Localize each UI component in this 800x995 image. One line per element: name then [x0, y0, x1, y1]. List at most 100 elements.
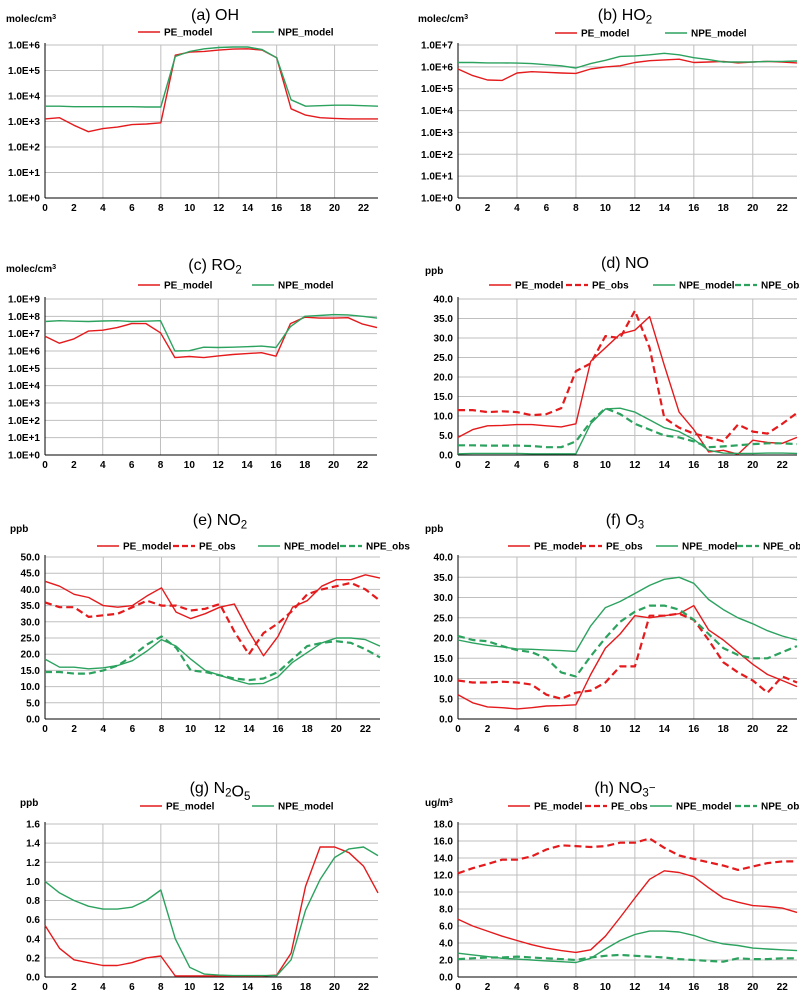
x-tick-label: 12 [213, 203, 225, 214]
x-tick-label: 18 [718, 982, 730, 993]
x-tick-label: 2 [71, 724, 77, 735]
y-tick-label: 20.0 [434, 634, 454, 645]
x-tick-label: 6 [544, 724, 550, 735]
x-tick-label: 20 [329, 982, 341, 993]
x-tick-label: 10 [600, 982, 612, 993]
y-tick-label: 10.0 [434, 888, 454, 899]
y-tick-label: 5.0 [439, 694, 453, 705]
x-tick-label: 20 [747, 203, 759, 214]
x-tick-label: 10 [184, 203, 196, 214]
x-tick-label: 6 [130, 724, 136, 735]
series-line-pe-model [457, 604, 798, 710]
y-tick-label: 1.0E+8 [8, 312, 40, 323]
legend-label: NPE_obs [761, 802, 800, 813]
x-tick-label: 22 [777, 460, 789, 471]
x-tick-label: 6 [129, 982, 135, 993]
chart-title: (e) NO2 [193, 512, 247, 531]
x-tick-label: 22 [777, 724, 789, 735]
series-line-npe-obs [457, 604, 798, 678]
series-line-pe-model [44, 316, 378, 359]
x-tick-label: 4 [100, 203, 106, 214]
legend-label: NPE_obs [761, 281, 800, 292]
x-tick-label: 0 [42, 460, 48, 471]
x-tick-label: 8 [158, 203, 164, 214]
x-tick-label: 2 [71, 203, 77, 214]
y-axis-unit-label: molec/cm3 [6, 262, 56, 275]
x-tick-label: 14 [242, 203, 254, 214]
x-tick-label: 12 [629, 724, 641, 735]
y-tick-label: 5.0 [439, 431, 453, 442]
x-tick-label: 14 [659, 203, 671, 214]
legend-label: PE_model [164, 281, 213, 292]
y-tick-label: 1.0E+3 [421, 128, 453, 139]
y-tick-label: 1.4 [26, 839, 40, 850]
legend-label: PE_obs [606, 542, 643, 553]
y-tick-label: 0.2 [26, 953, 40, 964]
x-tick-label: 6 [129, 460, 135, 471]
x-tick-label: 4 [100, 724, 106, 735]
y-tick-label: 15.0 [21, 666, 41, 677]
legend-label: PE_model [515, 281, 564, 292]
y-tick-label: 1.0E+0 [8, 194, 40, 205]
series-line-pe-model [44, 48, 378, 133]
y-tick-label: 45.0 [21, 569, 41, 580]
x-tick-label: 8 [158, 460, 164, 471]
x-tick-label: 4 [514, 724, 520, 735]
y-tick-label: 0.6 [26, 915, 40, 926]
legend-label: PE_obs [592, 281, 629, 292]
series-line-npe-model [458, 52, 798, 69]
chart-panel-g: (g) N2O5 ppb 0.0 0.2 0.4 0.6 0.8 1.0 1.2 1.4 1.6 0 2… [20, 780, 379, 993]
chart-panel-f: (f) O3 ppb 0.0 5.0 10.0 15.0 20.0 25.0 30.0 35.0 4… [425, 512, 800, 735]
y-tick-label: 0.0 [439, 973, 453, 984]
x-tick-label: 18 [299, 460, 311, 471]
x-tick-label: 6 [544, 460, 550, 471]
y-tick-label: 5.0 [26, 698, 40, 709]
y-axis-unit-label: ppb [425, 524, 443, 535]
x-tick-label: 18 [302, 724, 314, 735]
chart-title: (c) RO2 [188, 257, 242, 276]
x-tick-label: 2 [485, 982, 491, 993]
chart-title: (h) NO3− [594, 780, 655, 799]
x-tick-label: 16 [270, 460, 282, 471]
y-tick-label: 25.0 [434, 613, 454, 624]
y-tick-label: 40.0 [434, 553, 454, 564]
series-line-npe-model [457, 576, 798, 653]
legend-label: NPE_model [679, 281, 735, 292]
y-tick-label: 0.4 [26, 934, 40, 945]
chart-title: (d) NO [601, 255, 649, 272]
x-tick-label: 8 [573, 724, 579, 735]
x-tick-label: 10 [184, 460, 196, 471]
series-line-pe-model [44, 846, 379, 977]
chart-panel-a: (a) OH molec/cm3 1.0E+0 1.0E+1 1.0E+2 1.0E+3 1… [6, 7, 379, 214]
series-line-pe-obs [457, 837, 797, 875]
series-line-pe-model [457, 870, 798, 954]
legend-label: PE_model [534, 802, 583, 813]
x-tick-label: 20 [329, 203, 341, 214]
x-tick-label: 12 [629, 203, 641, 214]
chart-panel-c: (c) RO2 molec/cm3 1.0E+0 1.0E+1 1.0E+2 1.0E+3… [6, 257, 378, 471]
y-tick-label: 1.6 [26, 820, 40, 831]
series-line-npe-model [44, 313, 378, 352]
series-line-pe-obs [458, 309, 798, 443]
y-tick-label: 1.0E+3 [8, 117, 40, 128]
y-tick-label: 25.0 [21, 634, 41, 645]
x-tick-label: 16 [271, 982, 283, 993]
y-tick-label: 35.0 [434, 573, 454, 584]
legend-label: NPE_model [691, 29, 747, 40]
y-tick-label: 1.0E+0 [421, 194, 453, 205]
x-tick-label: 0 [42, 724, 48, 735]
y-tick-label: 4.0 [439, 939, 453, 950]
x-tick-label: 14 [242, 982, 254, 993]
y-tick-label: 1.0E+1 [421, 172, 453, 183]
x-tick-label: 2 [71, 982, 77, 993]
series-line-npe-model [44, 846, 379, 977]
series-line-npe-obs [45, 635, 381, 682]
x-tick-label: 2 [485, 460, 491, 471]
x-tick-label: 14 [242, 460, 254, 471]
y-tick-label: 40.0 [21, 585, 41, 596]
y-tick-label: 1.0E+4 [8, 381, 40, 392]
y-axis-unit-label: ug/m3 [425, 796, 453, 809]
x-tick-label: 10 [600, 203, 612, 214]
y-axis-unit-label: ppb [20, 798, 38, 809]
chart-title: (f) O3 [606, 512, 644, 531]
